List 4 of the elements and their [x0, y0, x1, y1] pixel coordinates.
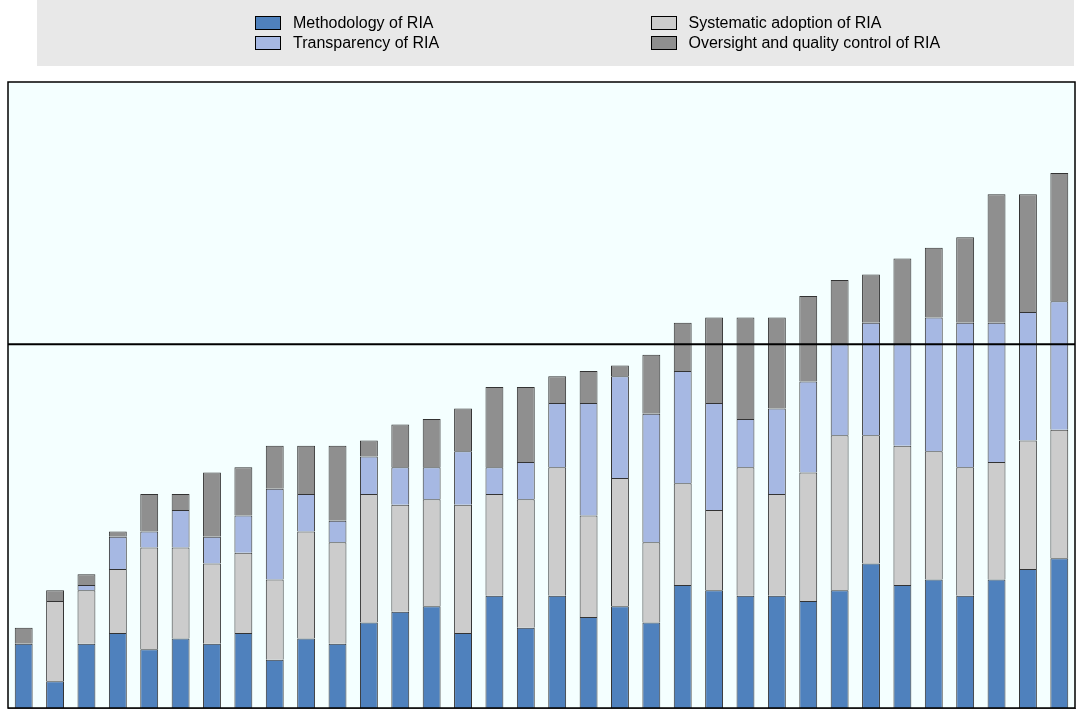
- legend-label: Oversight and quality control of RIA: [688, 34, 941, 52]
- legend-label: Transparency of RIA: [293, 34, 440, 52]
- legend-label: Systematic adoption of RIA: [688, 14, 882, 32]
- legend-label: Methodology of RIA: [293, 14, 434, 32]
